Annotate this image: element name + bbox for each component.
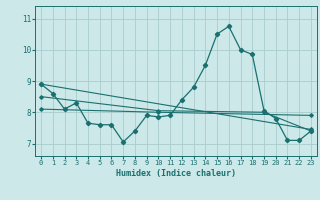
X-axis label: Humidex (Indice chaleur): Humidex (Indice chaleur): [116, 169, 236, 178]
